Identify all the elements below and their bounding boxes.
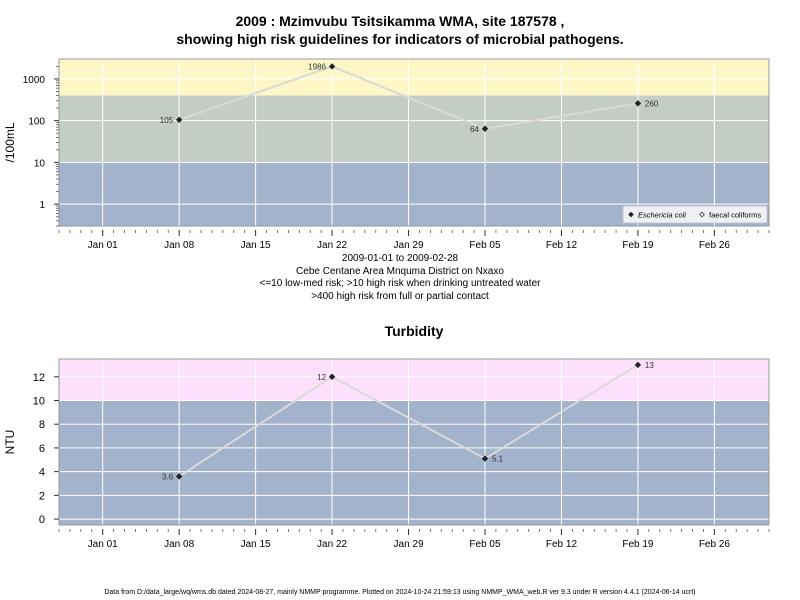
- chart1-x-tick-label-6: Feb 12: [546, 240, 578, 251]
- chart2-y-axis-label: NTU: [3, 430, 17, 455]
- chart1-data-label-1: 1986: [308, 62, 326, 71]
- chart2-y-tick-label-1: 2: [39, 490, 45, 502]
- chart2-y-tick-label-2: 4: [39, 467, 45, 479]
- chart2-x-tick-label-1: Jan 08: [164, 539, 194, 550]
- chart1-risk-band-2: [59, 95, 769, 163]
- microbial-chart: 1 10 100 1000/100mL Jan 01 Jan 08 Jan 15 Jan 22…: [3, 58, 770, 251]
- chart1-data-point-2: [481, 125, 489, 132]
- chart1-x-tick-label-4: Jan 29: [394, 240, 424, 251]
- chart1-x-tick-label-2: Jan 15: [241, 240, 271, 251]
- chart2-y-tick-label-0: 0: [39, 514, 45, 526]
- chart-title-line-2: showing high risk guidelines for indicat…: [176, 31, 624, 47]
- chart1-legend-box: [622, 205, 768, 224]
- chart1-x-tick-label-7: Feb 19: [622, 240, 654, 251]
- caption-location: Cebe Centane Area Mnquma District on Nxa…: [296, 265, 504, 277]
- chart1-legend-marker-0: [628, 211, 634, 218]
- chart1-y-axis-label: /100mL: [3, 122, 17, 162]
- chart2-data-label-3: 13: [645, 361, 654, 370]
- chart1-x-tick-label-0: Jan 01: [88, 240, 118, 251]
- chart2-x-tick-label-7: Feb 19: [622, 539, 654, 550]
- chart1-data-point-0: [175, 116, 183, 123]
- chart2-data-point-2: [481, 455, 489, 462]
- chart1-series-line-0: [178, 65, 639, 130]
- chart1-x-tick-label-3: Jan 22: [317, 240, 347, 251]
- chart2-data-label-0: 3.6: [162, 472, 174, 481]
- chart1-data-label-2: 64: [470, 125, 479, 134]
- chart2-x-tick-label-8: Feb 26: [699, 539, 731, 550]
- chart1-data-label-3: 260: [645, 99, 659, 108]
- chart1-data-label-0: 105: [160, 116, 174, 125]
- caption-contact-risk: >400 high risk from full or partial cont…: [311, 290, 489, 302]
- caption-drinking-risk: <=10 low-med risk; >10 high risk when dr…: [259, 278, 541, 289]
- chart1-legend-label-0: Eschericia coli: [638, 211, 686, 220]
- chart1-y-tick-label-2: 100: [28, 117, 45, 128]
- chart1-data-point-3: [634, 100, 642, 107]
- chart2-title: Turbidity: [385, 323, 444, 339]
- turbidity-chart: Turbidity 0 2 4 6 8 10 12 NTU Jan 01 Jan 08 Jan 15 J…: [3, 323, 770, 550]
- chart2-data-label-1: 12: [317, 373, 326, 382]
- chart2-y-tick-label-5: 10: [33, 396, 45, 408]
- chart1-legend-marker-1: [699, 211, 705, 218]
- chart1-risk-band-3: [59, 59, 769, 96]
- footer-note: Data from D:/data_large/wq/wms.db dated …: [104, 589, 696, 596]
- chart2-x-tick-label-3: Jan 22: [317, 539, 347, 550]
- chart-title-line-1: 2009 : Mzimvubu Tsitsikamma WMA, site 18…: [235, 13, 565, 29]
- chart2-y-tick-label-4: 8: [39, 419, 45, 431]
- chart2-data-label-2: 5.1: [492, 455, 504, 464]
- chart2-x-tick-label-4: Jan 29: [394, 539, 424, 550]
- chart1-y-tick-label-0: 1: [39, 200, 45, 211]
- chart2-x-tick-label-6: Feb 12: [546, 539, 578, 550]
- chart-caption: 2009-01-01 to 2009-02-28 Cebe Centane Ar…: [0, 253, 800, 303]
- chart2-data-point-1: [328, 373, 336, 380]
- chart2-risk-band-1: [59, 400, 769, 525]
- chart1-legend-label-1: faecal coliforms: [709, 211, 761, 220]
- chart2-plot-border: [58, 358, 770, 526]
- chart2-y-tick-label-3: 6: [39, 443, 45, 455]
- chart1-x-tick-label-5: Feb 05: [469, 240, 501, 251]
- caption-date-range: 2009-01-01 to 2009-02-28: [341, 253, 459, 264]
- chart2-x-tick-label-5: Feb 05: [469, 539, 501, 550]
- chart2-data-point-3: [634, 361, 642, 369]
- chart1-x-tick-label-8: Feb 26: [699, 240, 731, 251]
- chart2-y-tick-label-6: 12: [33, 372, 45, 384]
- chart2-x-tick-label-2: Jan 15: [241, 539, 271, 550]
- chart1-y-tick-label-1: 10: [34, 158, 46, 169]
- chart2-x-tick-label-0: Jan 01: [88, 539, 118, 550]
- chart2-risk-band-2: [59, 359, 769, 401]
- chart1-y-tick-label-3: 1000: [23, 75, 46, 86]
- chart2-series-line-0: [178, 364, 639, 478]
- chart1-x-tick-label-1: Jan 08: [164, 240, 194, 251]
- chart1-data-point-1: [328, 63, 336, 70]
